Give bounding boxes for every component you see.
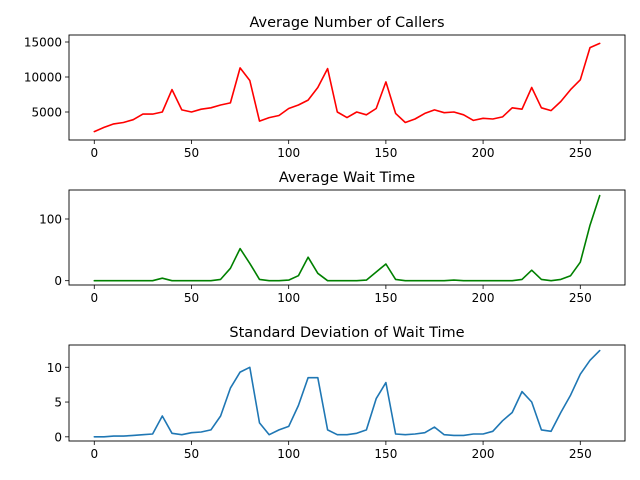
wait-time-chart-title: Average Wait Time xyxy=(279,170,415,186)
callers-plot-frame xyxy=(68,34,626,141)
wait-std-subplot: Standard Deviation of Wait Time 0 50 100 15… xyxy=(47,325,626,461)
wait-std-series-line xyxy=(93,349,601,438)
wait-std-marks: 0 50 100 150 200 250 0 5 10 xyxy=(47,349,601,461)
wait-std-x-tick-label: 100 xyxy=(277,447,300,461)
wait-std-y-tick-label: 10 xyxy=(47,361,62,375)
callers-y-tick-label: 10000 xyxy=(24,71,62,85)
callers-subplot: Average Number of Callers 0 50 100 150 200 25… xyxy=(24,15,626,160)
wait-time-subplot: Average Wait Time 0 50 100 150 200 250 0 100 xyxy=(39,170,626,305)
wait-time-marks: 0 50 100 150 200 250 0 100 xyxy=(39,194,601,305)
wait-std-y-tick-label: 0 xyxy=(54,430,62,444)
callers-x-tick-label: 200 xyxy=(472,146,495,160)
wait-time-x-tick-label: 0 xyxy=(90,291,98,305)
callers-series-line xyxy=(93,42,601,133)
callers-marks: 0 50 100 150 200 250 5000 10000 15000 xyxy=(24,36,601,160)
callers-y-tick-label: 5000 xyxy=(31,106,62,120)
wait-time-x-tick-label: 50 xyxy=(184,291,199,305)
wait-std-x-tick-label: 50 xyxy=(184,447,199,461)
wait-time-y-tick-label: 0 xyxy=(54,274,62,288)
wait-std-x-tick-label: 250 xyxy=(569,447,592,461)
wait-time-plot-frame xyxy=(68,189,626,286)
callers-x-tick-label: 50 xyxy=(184,146,199,160)
wait-time-x-tick-label: 250 xyxy=(569,291,592,305)
callers-x-tick-label: 0 xyxy=(90,146,98,160)
wait-time-x-tick-label: 200 xyxy=(472,291,495,305)
wait-std-x-tick-label: 0 xyxy=(90,447,98,461)
wait-time-x-tick-label: 150 xyxy=(374,291,397,305)
callers-x-tick-label: 150 xyxy=(374,146,397,160)
callers-x-tick-label: 250 xyxy=(569,146,592,160)
wait-time-series-line xyxy=(93,194,601,282)
wait-std-chart-title: Standard Deviation of Wait Time xyxy=(229,325,464,341)
wait-time-y-tick-label: 100 xyxy=(39,212,62,226)
wait-std-x-tick-label: 150 xyxy=(374,447,397,461)
callers-y-tick-label: 15000 xyxy=(24,36,62,50)
wait-std-plot-frame xyxy=(68,344,626,442)
wait-std-y-tick-label: 5 xyxy=(54,396,62,410)
wait-time-x-tick-label: 100 xyxy=(277,291,300,305)
wait-std-x-tick-label: 200 xyxy=(472,447,495,461)
callers-x-tick-label: 100 xyxy=(277,146,300,160)
callers-chart-title: Average Number of Callers xyxy=(249,15,444,31)
